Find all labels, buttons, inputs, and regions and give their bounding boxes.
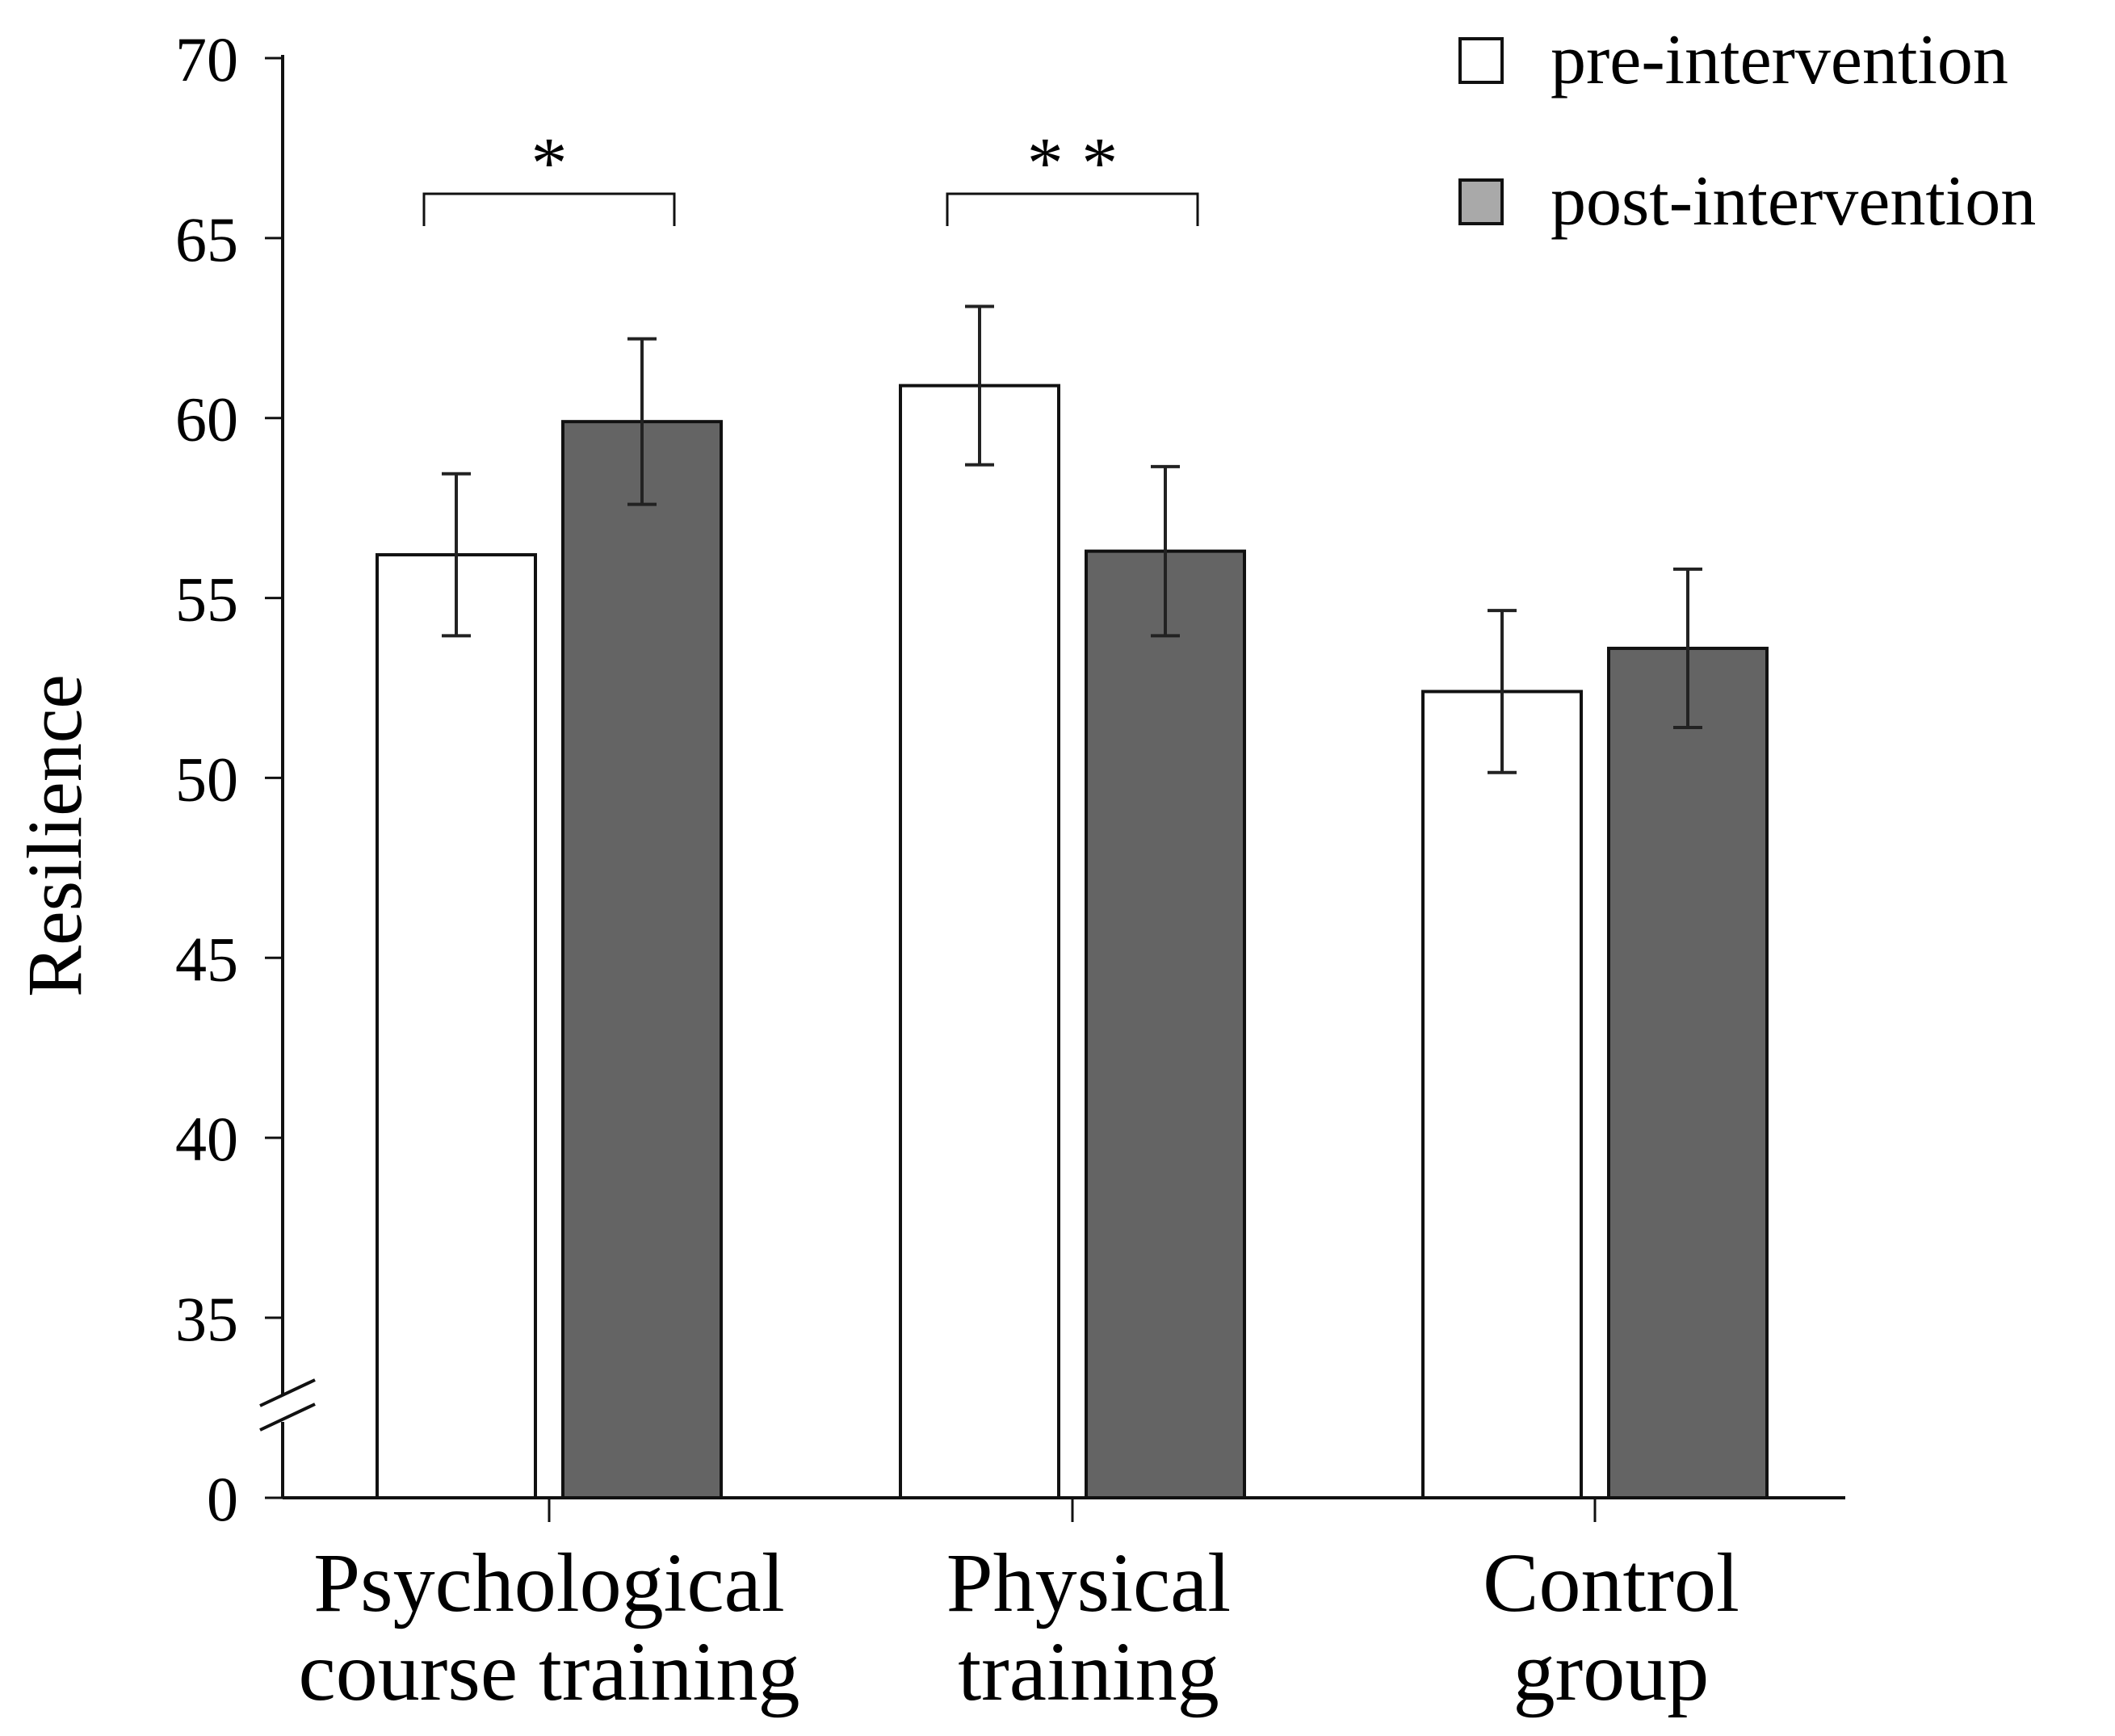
legend-swatch-1	[1458, 178, 1504, 225]
significance-bracket	[946, 192, 1199, 226]
y-tick-label: 50	[175, 744, 238, 814]
y-tick-label: 70	[175, 24, 238, 94]
axis-break-mark-2	[259, 1403, 316, 1432]
significance-label: *	[531, 124, 568, 203]
labels-layer: 70 65 60 55 50 45 40 35 0 Resilience Psychological…	[11, 24, 1739, 1718]
significance-bracket	[422, 192, 676, 226]
bar-pre-1	[899, 384, 1060, 1500]
category-label-1-1: training	[958, 1625, 1219, 1718]
axis-break-mark-1	[259, 1378, 316, 1407]
category-label-0-0: Psychological	[313, 1537, 784, 1629]
legend-swatch-0	[1458, 37, 1504, 84]
significance-label: * *	[1027, 124, 1118, 203]
bar-post-2	[1607, 646, 1769, 1499]
bar-pre-0	[376, 553, 537, 1499]
y-tick-label: 35	[175, 1284, 238, 1354]
category-label-2-0: Control	[1483, 1537, 1739, 1629]
y-tick-label: 0	[207, 1464, 238, 1534]
axes-layer	[259, 55, 1845, 1522]
y-axis-title: Resilience	[11, 674, 98, 997]
y-tick-label: 60	[175, 384, 238, 455]
category-label-2-1: group	[1513, 1625, 1710, 1718]
bar-post-1	[1085, 549, 1246, 1500]
bar-pre-2	[1421, 690, 1583, 1499]
y-tick-label: 45	[175, 924, 238, 994]
legend: pre-intervention post-intervention	[1458, 21, 2036, 241]
y-tick-label: 40	[175, 1104, 238, 1174]
legend-label-0: pre-intervention	[1551, 21, 2008, 99]
bars-layer	[376, 304, 1769, 1500]
category-label-0-1: course training	[299, 1625, 800, 1718]
y-tick-label: 55	[175, 564, 238, 635]
bar-post-0	[561, 420, 723, 1500]
y-tick-label: 65	[175, 204, 238, 275]
category-label-1-0: Physical	[946, 1537, 1231, 1629]
legend-label-1: post-intervention	[1551, 162, 2036, 241]
